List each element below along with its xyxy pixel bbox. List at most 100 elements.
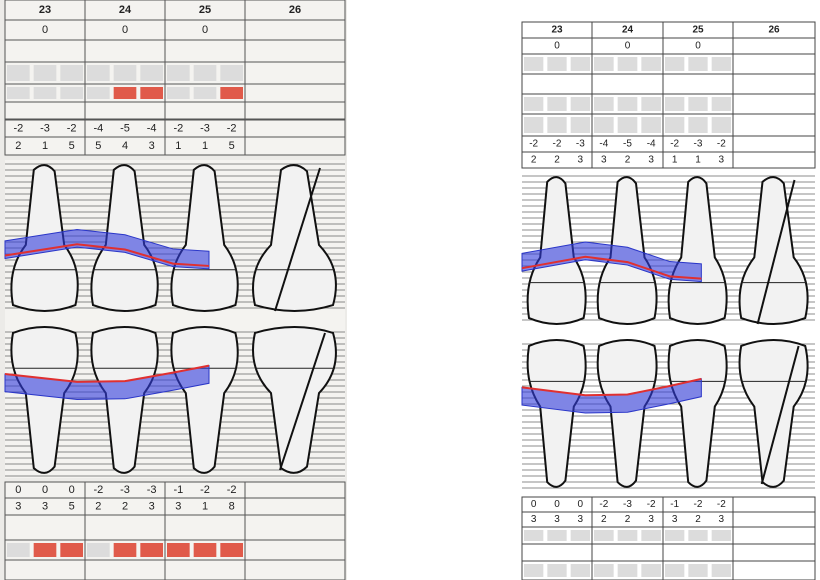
gingival-value: -2 [694, 499, 703, 510]
gingival-value: -1 [670, 499, 679, 510]
probing-value: 2 [625, 514, 631, 525]
probing-value: 1 [695, 155, 701, 166]
probing-value: 1 [202, 500, 208, 512]
gingival-value: -2 [670, 139, 679, 150]
probing-value: 1 [175, 140, 181, 152]
cell [592, 74, 663, 94]
bleeding-box [641, 530, 661, 541]
gingival-value: -5 [623, 139, 632, 150]
bleeding-box [140, 543, 163, 557]
probing-value: 3 [15, 500, 21, 512]
bleeding-box [594, 117, 614, 133]
gingival-value: 0 [69, 484, 75, 496]
cell [733, 94, 815, 114]
bleeding-box [665, 117, 684, 133]
bleeding-box [60, 65, 83, 81]
bleeding-box [618, 97, 638, 111]
cej-value: 0 [625, 41, 631, 52]
tooth-number: 26 [289, 4, 301, 16]
bleeding-box [712, 97, 731, 111]
tooth-number: 24 [622, 25, 634, 36]
cell [245, 137, 345, 155]
probing-value: 2 [625, 155, 631, 166]
bleeding-box [7, 543, 30, 557]
cell [663, 74, 733, 94]
bleeding-box [594, 97, 614, 111]
cell [733, 561, 815, 580]
probing-value: 2 [695, 514, 701, 525]
gingival-value: -2 [93, 484, 103, 496]
bleeding-box [712, 564, 731, 577]
gingival-value: -4 [599, 139, 608, 150]
bleeding-box [665, 57, 684, 71]
bleeding-box [220, 543, 243, 557]
cell [85, 560, 165, 580]
gingival-value: -4 [147, 122, 157, 134]
cell [245, 20, 345, 40]
probing-value: 3 [719, 514, 725, 525]
bleeding-box [594, 57, 614, 71]
cell [5, 102, 85, 119]
bleeding-box [641, 97, 661, 111]
gingival-value: -3 [40, 122, 50, 134]
cell [663, 544, 733, 561]
gingival-value: -2 [67, 122, 77, 134]
bleeding-box [688, 117, 707, 133]
bleeding-box [60, 87, 83, 99]
cell [733, 54, 815, 74]
bleeding-box [524, 57, 543, 71]
cell [245, 62, 345, 84]
gingival-value: -4 [647, 139, 656, 150]
cell [245, 102, 345, 119]
tooth-number: 23 [39, 4, 51, 16]
gingival-value: -2 [173, 122, 183, 134]
cell [733, 544, 815, 561]
bleeding-box [220, 87, 243, 99]
probing-value: 3 [578, 155, 584, 166]
cej-value: 0 [695, 41, 701, 52]
bleeding-box [194, 65, 217, 81]
bleeding-box [712, 117, 731, 133]
cej-value: 0 [554, 41, 560, 52]
probing-value: 3 [554, 514, 560, 525]
probing-value: 2 [122, 500, 128, 512]
probing-value: 5 [69, 140, 75, 152]
probing-value: 1 [672, 155, 678, 166]
probing-value: 2 [531, 155, 537, 166]
bleeding-box [688, 564, 707, 577]
cell [85, 102, 165, 119]
bleeding-box [665, 97, 684, 111]
probing-value: 3 [719, 155, 725, 166]
cell [85, 40, 165, 62]
cell [245, 540, 345, 560]
cell [165, 40, 245, 62]
probing-value: 4 [122, 140, 128, 152]
probing-value: 8 [229, 500, 235, 512]
gingival-value: 0 [42, 484, 48, 496]
gingival-value: -5 [120, 122, 130, 134]
tooth-number: 23 [551, 25, 563, 36]
cell [245, 560, 345, 580]
probing-value: 1 [202, 140, 208, 152]
bleeding-box [140, 87, 163, 99]
bleeding-box [547, 117, 566, 133]
probing-value: 3 [175, 500, 181, 512]
cell [85, 515, 165, 540]
tooth-number: 26 [768, 25, 780, 36]
bleeding-box [665, 564, 684, 577]
cell [245, 498, 345, 515]
probing-value: 2 [95, 500, 101, 512]
bleeding-box [524, 564, 543, 577]
probing-value: 2 [15, 140, 21, 152]
bleeding-box [547, 57, 566, 71]
cell [245, 120, 345, 137]
cell [522, 74, 592, 94]
probing-value: 5 [229, 140, 235, 152]
gingival-value: -2 [227, 122, 237, 134]
gingival-value: -2 [227, 484, 237, 496]
gingival-value: -1 [173, 484, 183, 496]
bleeding-box [114, 87, 137, 99]
bleeding-box [641, 564, 661, 577]
tooth-number: 24 [119, 4, 132, 16]
